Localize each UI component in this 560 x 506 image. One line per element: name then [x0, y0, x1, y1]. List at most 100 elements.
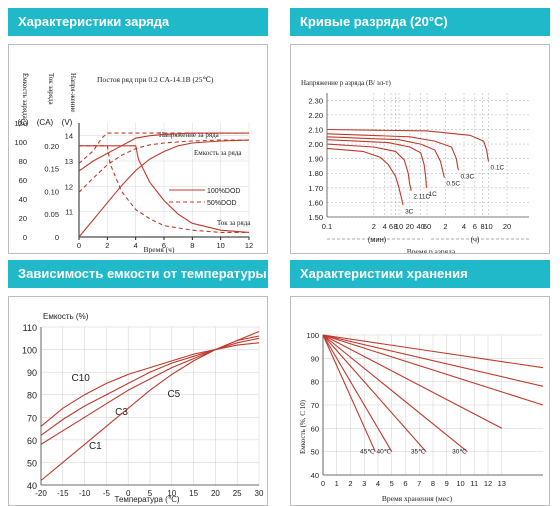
chart-title: Постоя ряд при 0.2 CA-14.1B (25℃)	[97, 75, 214, 84]
series-label: 35℃	[411, 449, 426, 456]
y-tick-voltage: 11	[65, 208, 73, 217]
x-tick-label: 0.1	[322, 222, 332, 231]
x-tick-label: 40	[416, 222, 424, 231]
x-tick-label: -5	[103, 489, 111, 498]
y-tick-capacity: 40	[19, 195, 27, 204]
x-tick-label: 20	[406, 222, 414, 231]
x-tick-label: -10	[79, 489, 91, 498]
x-tick-label: 13	[498, 479, 506, 488]
series-line	[322, 334, 468, 453]
series-label: 30℃	[452, 449, 467, 456]
y-tick-capacity: 20	[19, 214, 27, 223]
panel-header: Кривые разряда (20°C)	[290, 8, 550, 36]
series-line-capacity	[78, 139, 250, 238]
y-tick-current: 0.10	[44, 187, 59, 196]
series-line-C1	[40, 330, 260, 481]
y-tick-label: 100	[22, 346, 37, 356]
y-tick-label: 2.00	[308, 140, 323, 149]
y-tick-label: 90	[311, 354, 319, 363]
x-tick-label: 0	[126, 489, 131, 498]
series-label: 2.11C	[413, 194, 430, 201]
x-tick-label: 6	[473, 222, 477, 231]
x-tick-label: 12	[484, 479, 492, 488]
chart-frame: Ёмкость заряда (C) Ток заряда (CA) Напря-жен…	[8, 44, 268, 254]
chart-frame: Емкость (%, С 10) 40 50 60 70 80 90 100 0 1 2 3 4 5 6 7…	[290, 296, 550, 506]
y-tick-label: 80	[27, 391, 37, 401]
y-tick-label: 50	[27, 458, 37, 468]
y-axis-title: Напряжение р азряда (В/ эл-т)	[301, 79, 391, 87]
x-axis-title: Температура (℃)	[115, 495, 180, 504]
y-tick-capacity: 80	[19, 157, 27, 166]
x-tick-label: 4	[383, 222, 387, 231]
series-line	[322, 334, 544, 387]
x-axis-title: Время р азряда	[407, 247, 456, 253]
series-label: 0.5C	[446, 181, 460, 188]
axis-header-current: Ток заряда	[47, 73, 55, 106]
y-tick-capacity: 100	[14, 138, 27, 147]
x-tick-label: 60	[423, 222, 431, 231]
discharge-chart: Напряжение р азряда (В/ эл-т) 1.50 1.60 1.7…	[301, 79, 529, 253]
y-tick-current: 0.15	[44, 165, 59, 174]
x-axis-title: Время хранения (мес)	[382, 494, 453, 503]
x-tick-label: 11	[470, 479, 478, 488]
chart-frame: Емкость (%) 40 50 60 70 80 90 100 110 -20 -15 -10 -5…	[8, 296, 268, 506]
x-tick-label: 9	[445, 479, 449, 488]
series-line-voltage	[78, 132, 249, 164]
x-tick-label: 3	[362, 479, 366, 488]
y-tick-label: 100	[306, 331, 319, 340]
x-tick-label: 2	[443, 222, 447, 231]
legend-label: 50%DOD	[207, 200, 237, 207]
axis-unit-current: (CA)	[37, 118, 54, 127]
y-tick-capacity: 0	[23, 233, 27, 242]
y-tick-voltage: 13	[65, 157, 73, 166]
y-tick-label: 1.80	[308, 169, 323, 178]
x-tick-label: 0	[77, 241, 81, 250]
x-tick-label: 20	[211, 489, 220, 498]
series-line-current	[79, 145, 249, 233]
series-label: C1	[89, 441, 102, 452]
series-label: 40℃	[376, 449, 391, 456]
series-label: 0.1C	[490, 165, 504, 172]
panel-header: Характеристики хранения	[290, 260, 550, 288]
series-line-C5	[40, 337, 260, 436]
x-tick-label: 6	[162, 241, 166, 250]
y-tick-label: 2.30	[308, 96, 323, 105]
y-tick-label: 2.10	[308, 125, 323, 134]
x-axis-title: Время (ч)	[144, 245, 175, 253]
axis-unit-voltage: (V)	[62, 118, 73, 127]
y-tick-label: 70	[27, 413, 37, 423]
series-line	[322, 334, 544, 369]
legend-label: 100%DOD	[207, 188, 240, 195]
axis-header-capacity: Ёмкость заряда	[21, 73, 29, 120]
x-tick-label: 20	[503, 222, 511, 231]
y-tick-label: 1.60	[308, 198, 323, 207]
x-tick-label: 10	[216, 241, 224, 250]
y-tick-current: 0.05	[44, 210, 59, 219]
x-tick-label: 15	[189, 489, 198, 498]
x-tick-label: 8	[431, 479, 435, 488]
y-tick-label: 40	[311, 471, 319, 480]
y-tick-label: 90	[27, 368, 37, 378]
axis-header-voltage: Напря-жение	[69, 73, 77, 112]
x-tick-label: 5	[148, 489, 153, 498]
y-tick-label: 1.50	[308, 213, 323, 222]
series-label: 1C	[428, 191, 437, 198]
x-tick-label: 4	[376, 479, 380, 488]
y-tick-voltage: 12	[65, 182, 73, 191]
x-tick-label: 4	[462, 222, 466, 231]
series-line	[322, 334, 427, 453]
x-tick-label: 8	[190, 241, 194, 250]
annotation-voltage: Напряжение за ряда	[159, 131, 220, 139]
panel-storage: Характеристики хранения Емкость (%, С 10…	[290, 260, 550, 506]
x-tick-label: 5	[390, 479, 394, 488]
x-tick-label: 8	[480, 222, 484, 231]
panel-discharge: Кривые разряда (20°C) Напряжение р азряд…	[290, 8, 550, 254]
y-tick-current: 0	[55, 233, 59, 242]
series-line-1C	[326, 139, 428, 188]
panel-charge: Характеристики заряда Ёмкость заряда (C) Т…	[8, 8, 268, 254]
y-axis-title: Емкость (%, С 10)	[299, 399, 307, 454]
panel-header: Характеристики заряда	[8, 8, 268, 36]
y-tick-label: 40	[27, 481, 37, 491]
series-label: 0.3C	[460, 173, 474, 180]
series-line	[322, 334, 393, 452]
